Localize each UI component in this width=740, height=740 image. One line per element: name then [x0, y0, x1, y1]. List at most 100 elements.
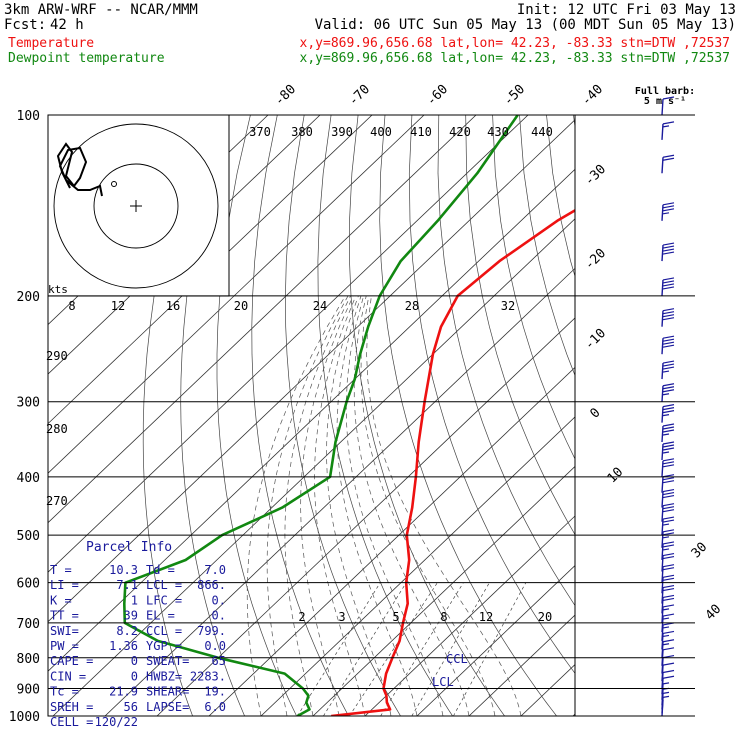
pressure-tick-label: 800 — [17, 652, 40, 667]
pressure-tick-label: 100 — [17, 109, 40, 124]
isotherm-line — [48, 119, 575, 623]
init-time: Init: 12 UTC Fri 03 May 13 — [517, 2, 736, 18]
dry-adiabat-line — [681, 115, 740, 716]
wind-barb-staff — [661, 491, 664, 508]
speed-tick-label: 16 — [166, 299, 180, 313]
wind-barb-flag — [662, 426, 675, 430]
parcel-info-cell: 1.36 — [109, 639, 138, 653]
wind-barb-staff — [661, 385, 664, 402]
wind-barb-flag — [662, 338, 675, 342]
wind-barb-flag — [662, 494, 675, 499]
wind-barb — [661, 594, 675, 614]
wind-barb-half — [662, 626, 670, 629]
wind-barb-flag — [662, 613, 675, 617]
legend-temperature: Temperature — [8, 36, 94, 51]
wind-barb-flag — [662, 308, 675, 312]
wind-barb-flag — [662, 386, 675, 390]
wind-barb-flag — [662, 669, 675, 674]
parcel-info-rows: T = 10.3 Td = 7.0 LI = 7.1 LCL = 866. K = 1 LFC = 0… — [50, 563, 226, 729]
parcel-info-cell: TT = — [50, 609, 79, 623]
wind-barb-half — [662, 125, 670, 128]
speed-tick-label: 28 — [405, 299, 419, 313]
wind-barb-flag — [662, 248, 675, 252]
wind-barb — [661, 552, 675, 572]
parcel-info-cell: SWI= — [50, 624, 79, 638]
isotherm-tick-label: -60 — [424, 82, 451, 109]
legend-temperature-info: x,y=869.96,656.68 lat,lon= 42.23, -83.33… — [300, 36, 730, 51]
parcel-info-cell: LAPSE= — [146, 700, 189, 714]
hodograph-trace — [56, 142, 103, 197]
wind-barb-flag — [662, 555, 675, 560]
wind-barb-flag — [662, 314, 675, 318]
dry-adiabat-line — [216, 115, 297, 716]
dry-adiabat-line — [285, 115, 401, 716]
wind-barb — [661, 404, 675, 423]
isotherm-tick-label: -30 — [582, 162, 609, 189]
wind-barb-staff — [661, 245, 664, 262]
wind-barb-flag — [662, 383, 675, 387]
forecast-hours: 42 h — [50, 17, 84, 33]
wind-barb-half — [662, 451, 670, 454]
pressure-tick-label: 300 — [17, 396, 40, 411]
theta-axis-label: 280 — [46, 422, 68, 436]
parcel-info-cell: SHEAR= — [146, 685, 189, 699]
isotherm-tick-label: 10 — [605, 465, 627, 487]
isotherm-line — [468, 614, 575, 716]
isotherm-line — [48, 168, 575, 672]
wind-barb-staff — [661, 425, 664, 443]
hodograph-kts-label: kts — [48, 283, 68, 296]
wind-barb-staff — [661, 555, 664, 572]
mixing-ratio-label: 3 — [338, 610, 345, 624]
wind-barb-flag — [662, 283, 675, 287]
pressure-tick-label: 600 — [17, 577, 40, 592]
wind-barb-flag — [662, 488, 675, 493]
parcel-info-cell: LCL = — [146, 578, 182, 592]
wind-barb-flag — [662, 477, 675, 481]
model-title: 3km ARW-WRF -- NCAR/MMM — [4, 2, 198, 18]
dry-adiabat-line — [317, 115, 453, 716]
isotherm-line — [312, 465, 575, 716]
wind-barb-flag — [662, 335, 675, 339]
theta-tick-label: 380 — [291, 125, 313, 139]
wind-barb-flag — [662, 675, 675, 679]
moist-adiabat-line — [246, 295, 346, 716]
wind-barb-staff — [661, 531, 664, 548]
isotherm-line — [156, 317, 575, 716]
wind-barb — [661, 503, 675, 522]
pressure-tick-label: 900 — [17, 682, 40, 697]
wind-barb — [661, 541, 675, 561]
wind-barb-flag — [662, 202, 675, 206]
wind-barb-flag — [662, 461, 675, 465]
wind-barb — [661, 474, 675, 493]
isotherm-line — [625, 115, 740, 716]
wind-barb — [661, 202, 675, 221]
lcl-marker-label: LCL — [432, 675, 454, 689]
plot-border — [47, 114, 576, 717]
moist-adiabat-line — [266, 295, 349, 716]
valid-time: Valid: 06 UTC Sun 05 May 13 (00 MDT Sun … — [315, 17, 736, 33]
moist-adiabat-line — [366, 295, 522, 716]
wind-barb-flag — [662, 574, 675, 578]
parcel-info-cell: CIN = — [50, 669, 86, 683]
parcel-info-cell: LI = — [50, 578, 79, 592]
wind-barb-staff — [661, 443, 664, 461]
parcel-info-cell: 2283. — [190, 669, 226, 683]
wind-barb-half — [662, 617, 670, 620]
theta-tick-label: 430 — [487, 125, 509, 139]
parcel-info-cell: 866. — [197, 578, 226, 592]
hodograph-ring — [53, 123, 219, 289]
parcel-info-cell: 1 — [131, 593, 138, 607]
wind-barb-staff — [661, 310, 664, 327]
wind-barb-flag — [662, 464, 675, 468]
parcel-info-cell: SREH = — [50, 700, 93, 714]
parcel-info-cell: 8.2 — [116, 624, 138, 638]
wind-barb-flag — [662, 423, 675, 427]
isotherm-line — [48, 115, 373, 425]
parcel-info-cell: PW = — [50, 639, 79, 653]
wind-barb-flag — [662, 503, 675, 507]
wind-barb-half — [662, 212, 670, 215]
speed-tick-label: 20 — [234, 299, 248, 313]
wind-barb-flag — [662, 157, 675, 161]
mixing-ratio-label: 8 — [440, 610, 447, 624]
isotherm-tick-label: 30 — [689, 540, 711, 562]
